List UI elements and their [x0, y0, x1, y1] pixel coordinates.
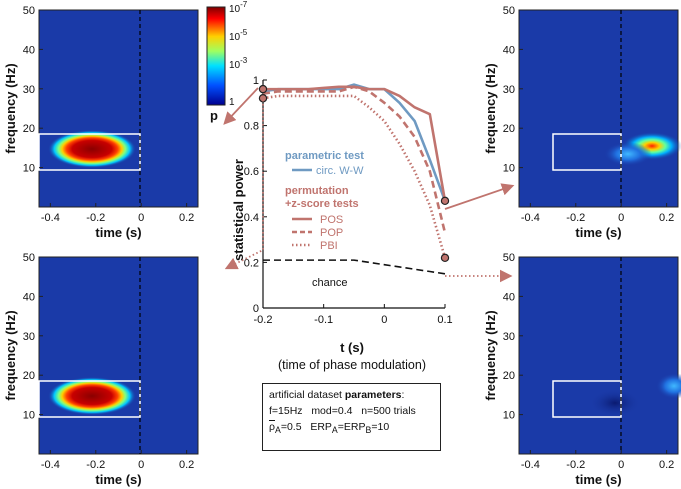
spec-ylabel: frequency (Hz)	[3, 63, 18, 153]
spec-xlabel: time (s)	[575, 472, 621, 487]
spec-ytick-label: 20	[23, 123, 35, 135]
chart-ytick-label: 0.6	[244, 166, 259, 178]
spec-xtick-label: 0.2	[179, 212, 194, 224]
spec-xtick-label: -0.4	[521, 459, 540, 471]
colorbar-tick: 1	[229, 97, 235, 108]
spec-ytick-label: 10	[23, 410, 35, 422]
spec-xtick-label: 0	[618, 459, 624, 471]
spec-xtick-label: 0	[138, 212, 144, 224]
chart-ytick-label: 0.2	[244, 257, 259, 269]
x-axis-label: t (s)	[340, 340, 364, 355]
power-chart: -0.2 -0.1 0 0.1 0 0.2 0.4 0.6 0.8 1 statistical p…	[223, 75, 515, 372]
highlight-point	[258, 94, 268, 103]
chart-ytick-label: 0	[253, 303, 259, 315]
spec-ytick-label: 50	[23, 252, 35, 264]
spec-ytick-label: 40	[503, 44, 515, 56]
spectrogram-bottom-right	[518, 256, 681, 455]
spec-xtick-label: 0.2	[659, 212, 674, 224]
legend-permutation-title-1: permutation	[285, 185, 349, 197]
highlight-point	[440, 253, 450, 263]
spec-ytick-label: 20	[23, 370, 35, 382]
highlight-point	[440, 196, 450, 206]
spec-xtick-label: 0	[138, 459, 144, 471]
parameters-box: artificial dataset parameters: f=15Hz mo…	[262, 383, 441, 451]
spec-ytick-label: 10	[23, 163, 35, 175]
spec-xlabel: time (s)	[575, 225, 621, 240]
spec-ylabel: frequency (Hz)	[3, 310, 18, 400]
spec-xtick-label: 0.2	[659, 459, 674, 471]
legend-item-pbi: PBI	[320, 240, 338, 252]
connector-arrows	[223, 87, 515, 283]
legend-item-pos: POS	[320, 214, 343, 226]
colorbar: 10-7 10-5 10-3 1 p	[206, 0, 248, 123]
legend: parametric test circ. W-W permutation +z…	[285, 150, 364, 289]
chart-xtick-label: 0.1	[437, 314, 452, 326]
spec-xlabel: time (s)	[95, 472, 141, 487]
colorbar-tick: 10-5	[229, 28, 248, 43]
parameters-line-1: f=15Hz mod=0.4 n=500 trials	[269, 405, 416, 417]
chart-ytick-label: 0.4	[244, 212, 259, 224]
series-line-pop	[262, 85, 447, 234]
colorbar-tick: 10-7	[229, 0, 248, 15]
spec-ytick-label: 30	[23, 84, 35, 96]
spec-xlabel: time (s)	[95, 225, 141, 240]
parameters-title: artificial dataset parameters:	[269, 389, 405, 401]
chart-ytick-label: 1	[253, 75, 259, 87]
spec-xtick-label: -0.4	[41, 212, 60, 224]
spec-xtick-label: -0.2	[86, 459, 105, 471]
spec-ytick-label: 30	[23, 331, 35, 343]
series-line-pbi	[262, 94, 447, 259]
spec-ytick-label: 10	[503, 410, 515, 422]
legend-item-circ-ww: circ. W-W	[316, 165, 364, 177]
y-axis-label: statistical power	[231, 159, 246, 261]
spec-ytick-label: 30	[503, 331, 515, 343]
spectrogram-bottom-left	[38, 256, 199, 455]
series-line-chance	[263, 259, 446, 275]
spec-ytick-label: 30	[503, 84, 515, 96]
spec-ytick-label: 50	[503, 5, 515, 17]
legend-item-pop: POP	[320, 227, 343, 239]
spectrogram-top-left	[38, 9, 199, 208]
spec-ytick-label: 40	[503, 291, 515, 303]
spec-ytick-label: 20	[503, 370, 515, 382]
spec-xtick-label: -0.2	[566, 459, 585, 471]
spec-ylabel: frequency (Hz)	[483, 310, 498, 400]
chart-xtick-label: 0	[381, 314, 387, 326]
spec-ytick-label: 50	[503, 252, 515, 264]
x-axis-note: (time of phase modulation)	[278, 358, 426, 372]
spec-ytick-label: 50	[23, 5, 35, 17]
chance-label: chance	[312, 277, 347, 289]
chart-ytick-label: 0.8	[244, 121, 259, 133]
spec-xtick-label: -0.4	[521, 212, 540, 224]
spec-ytick-label: 20	[503, 123, 515, 135]
colorbar-tick: 10-3	[229, 56, 248, 71]
chart-xtick-label: -0.2	[254, 314, 273, 326]
spec-xtick-label: 0.2	[179, 459, 194, 471]
legend-permutation-title-2: +z-score tests	[285, 198, 359, 210]
colorbar-label: p	[210, 108, 218, 123]
legend-parametric-title: parametric test	[285, 150, 364, 162]
highlight-point	[258, 84, 268, 94]
spec-xtick-label: -0.2	[566, 212, 585, 224]
spec-xtick-label: -0.2	[86, 212, 105, 224]
spec-ytick-label: 40	[23, 44, 35, 56]
spec-ytick-label: 40	[23, 291, 35, 303]
chart-xtick-label: -0.1	[314, 314, 333, 326]
spec-xtick-label: -0.4	[41, 459, 60, 471]
spectrogram-top-right	[518, 9, 681, 208]
spec-ylabel: frequency (Hz)	[483, 63, 498, 153]
spec-xtick-label: 0	[618, 212, 624, 224]
spec-ytick-label: 10	[503, 163, 515, 175]
parameters-line-2: ρA=0.5 ERPA=ERPB=10	[269, 421, 390, 436]
